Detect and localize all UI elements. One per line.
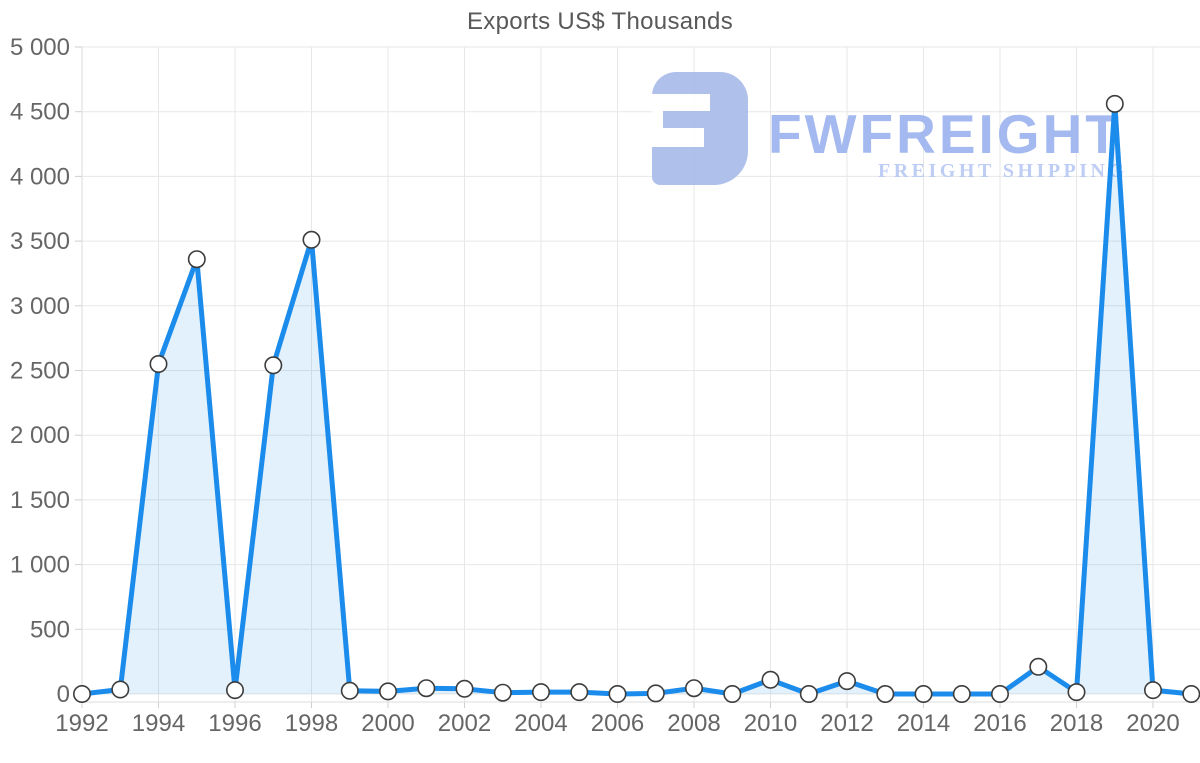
- x-axis-label: 2008: [667, 710, 720, 737]
- y-axis-label: 3 000: [10, 293, 70, 320]
- data-point-2008[interactable]: [684, 679, 703, 698]
- y-axis-label: 1 000: [10, 552, 70, 579]
- x-axis-label: 1994: [132, 710, 185, 737]
- data-point-2004[interactable]: [531, 683, 550, 702]
- data-point-2019[interactable]: [1105, 94, 1124, 113]
- data-point-1997[interactable]: [264, 356, 283, 375]
- x-axis-label: 1992: [55, 710, 108, 737]
- y-axis-label: 1 500: [10, 487, 70, 514]
- x-axis-label: 2020: [1126, 710, 1179, 737]
- data-point-1992[interactable]: [73, 684, 92, 703]
- y-axis-label: 4 000: [10, 163, 70, 190]
- logo-notch: [652, 128, 704, 147]
- data-point-2010[interactable]: [761, 670, 780, 689]
- data-point-2003[interactable]: [493, 683, 512, 702]
- fwfreight-logo-icon: [652, 72, 748, 185]
- x-axis-label: 2010: [744, 710, 797, 737]
- y-axis-label: 3 500: [10, 228, 70, 255]
- x-axis-label: 2012: [820, 710, 873, 737]
- data-point-2020[interactable]: [1144, 681, 1163, 700]
- y-axis-label: 2 000: [10, 422, 70, 449]
- area-fill: [82, 103, 1192, 694]
- logo-notch: [652, 94, 663, 147]
- y-axis-label: 0: [57, 681, 70, 708]
- data-point-2012[interactable]: [837, 672, 856, 691]
- data-point-1996[interactable]: [226, 681, 245, 700]
- x-axis-label: 2000: [361, 710, 414, 737]
- x-axis-label: 2016: [973, 710, 1026, 737]
- data-point-2016[interactable]: [990, 684, 1009, 703]
- x-axis-label: 2018: [1050, 710, 1103, 737]
- data-point-1993[interactable]: [111, 680, 130, 699]
- data-point-1995[interactable]: [187, 250, 206, 269]
- data-point-1994[interactable]: [149, 354, 168, 373]
- data-point-2018[interactable]: [1067, 683, 1086, 702]
- data-point-2017[interactable]: [1029, 657, 1048, 676]
- data-point-1999[interactable]: [340, 681, 359, 700]
- data-point-2014[interactable]: [914, 684, 933, 703]
- data-point-2007[interactable]: [646, 684, 665, 703]
- x-axis-label: 2002: [438, 710, 491, 737]
- y-axis-label: 4 500: [10, 99, 70, 126]
- x-axis-label: 1998: [285, 710, 338, 737]
- data-point-2005[interactable]: [570, 683, 589, 702]
- watermark-tagline-text: FREIGHT SHIPPING: [878, 160, 1128, 182]
- x-axis-label: 2014: [897, 710, 950, 737]
- y-axis-label: 5 000: [10, 34, 70, 61]
- y-axis-label: 500: [30, 616, 70, 643]
- chart-title: Exports US$ Thousands: [467, 8, 733, 35]
- data-point-2009[interactable]: [723, 684, 742, 703]
- fwfreight-watermark: FWFREIGHT FREIGHT SHIPPING: [652, 72, 1152, 192]
- x-axis-label: 2006: [591, 710, 644, 737]
- data-point-2006[interactable]: [608, 684, 627, 703]
- data-point-2013[interactable]: [876, 684, 895, 703]
- data-point-2000[interactable]: [378, 682, 397, 701]
- data-point-2002[interactable]: [455, 679, 474, 698]
- watermark-brand-text: FWFREIGHT: [768, 103, 1122, 165]
- logo-notch: [652, 94, 710, 111]
- data-point-2015[interactable]: [952, 684, 971, 703]
- x-axis-label: 1996: [208, 710, 261, 737]
- x-axis-label: 2004: [514, 710, 567, 737]
- y-axis-label: 2 500: [10, 358, 70, 385]
- data-point-2001[interactable]: [417, 679, 436, 698]
- data-point-2021[interactable]: [1182, 685, 1200, 703]
- data-point-2011[interactable]: [799, 684, 818, 703]
- data-point-1998[interactable]: [302, 230, 321, 249]
